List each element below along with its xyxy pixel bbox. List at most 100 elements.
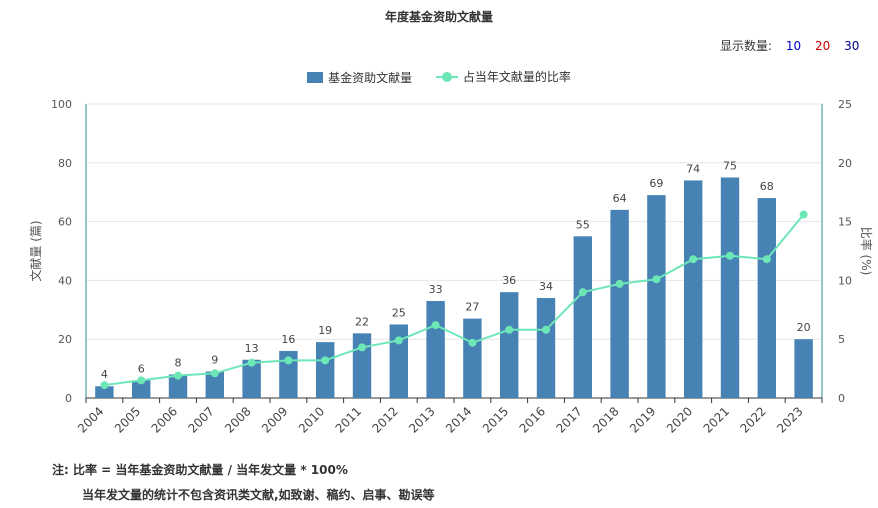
rate-point bbox=[137, 376, 146, 385]
y-left-tick-label: 40 bbox=[58, 274, 72, 287]
bar-data-label: 25 bbox=[392, 307, 406, 320]
rate-point bbox=[468, 338, 477, 347]
legend-bar-label: 基金资助文献量 bbox=[328, 70, 413, 85]
bar bbox=[352, 333, 372, 398]
display-count-selector: 显示数量: 10 20 30 bbox=[720, 37, 859, 54]
bar-data-label: 19 bbox=[318, 324, 332, 337]
bar-data-label: 27 bbox=[465, 301, 479, 314]
note-line1: 比率 = 当年基金资助文献量 / 当年发文量 * 100% bbox=[73, 463, 348, 477]
bar-data-label: 9 bbox=[211, 354, 218, 367]
bar bbox=[684, 180, 703, 398]
bar-data-label: 75 bbox=[723, 160, 737, 173]
x-tick-label: 2006 bbox=[149, 404, 180, 435]
note-line2: 当年发文量的统计不包含资讯类文献,如致谢、稿约、启事、勘误等 bbox=[82, 488, 435, 502]
rate-point bbox=[505, 325, 514, 334]
x-tick-label: 2018 bbox=[590, 404, 621, 435]
bar bbox=[205, 371, 224, 398]
bar bbox=[279, 350, 298, 398]
chart-note: 注: 比率 = 当年基金资助文献量 / 当年发文量 * 100% 当年发文量的统… bbox=[52, 458, 435, 508]
x-tick-label: 2008 bbox=[222, 404, 253, 435]
x-tick-label: 2007 bbox=[185, 404, 216, 435]
bar bbox=[720, 177, 740, 398]
x-tick-label: 2009 bbox=[259, 404, 290, 435]
y-left-tick-label: 0 bbox=[65, 392, 72, 405]
chart-title: 年度基金资助文献量 bbox=[384, 10, 493, 24]
bar bbox=[757, 198, 776, 398]
bar-data-label: 13 bbox=[245, 342, 259, 355]
x-tick-label: 2010 bbox=[296, 404, 327, 435]
y-right-tick-label: 10 bbox=[838, 274, 852, 287]
x-tick-label: 2013 bbox=[406, 404, 437, 435]
y-right-tick-label: 5 bbox=[838, 333, 845, 346]
y-left-tick-label: 60 bbox=[58, 216, 72, 229]
legend-item-bar[interactable]: 基金资助文献量 bbox=[307, 69, 412, 86]
bar-data-label: 8 bbox=[175, 356, 182, 369]
rate-point bbox=[652, 275, 661, 284]
x-tick-label: 2022 bbox=[737, 404, 768, 435]
bar-data-label: 33 bbox=[429, 283, 443, 296]
bar-data-label: 68 bbox=[760, 180, 774, 193]
bar bbox=[536, 298, 556, 398]
y-left-tick-label: 20 bbox=[58, 333, 72, 346]
bar-data-label: 22 bbox=[355, 315, 369, 328]
rate-point bbox=[247, 358, 256, 367]
bar bbox=[610, 209, 629, 398]
chart-canvas: 0 20 40 60 80 100 0 5 10 15 20 25 文献量 (篇) 比率 (%) 2004 4… bbox=[28, 98, 874, 436]
legend-item-line[interactable]: 占当年文献量的比率 bbox=[435, 68, 571, 85]
count-option-10[interactable]: 10 bbox=[785, 39, 802, 53]
legend-bar-swatch bbox=[307, 71, 324, 83]
x-tick-label: 2015 bbox=[480, 404, 511, 435]
bar bbox=[500, 292, 519, 398]
bar-data-label: 64 bbox=[613, 192, 627, 205]
rate-point bbox=[762, 255, 771, 264]
bar bbox=[573, 236, 592, 398]
x-tick-label: 2012 bbox=[369, 404, 400, 435]
x-tick-label: 2019 bbox=[627, 404, 658, 435]
rate-line bbox=[104, 213, 805, 387]
x-tick-label: 2016 bbox=[517, 404, 548, 435]
rate-point bbox=[431, 321, 440, 330]
y-right-tick-label: 0 bbox=[838, 392, 845, 405]
bar-data-label: 36 bbox=[502, 274, 516, 287]
bar bbox=[389, 324, 408, 398]
bar bbox=[242, 359, 261, 398]
count-option-20[interactable]: 20 bbox=[814, 39, 831, 53]
chart-legend: 基金资助文献量 占当年文献量的比率 bbox=[0, 68, 878, 86]
rate-point bbox=[284, 356, 293, 365]
rate-point bbox=[394, 336, 403, 345]
y-right-tick-label: 15 bbox=[838, 216, 852, 229]
y-right-tick-label: 20 bbox=[838, 157, 852, 170]
x-tick-label: 2023 bbox=[774, 404, 805, 435]
legend-line-swatch bbox=[435, 71, 458, 83]
bar bbox=[426, 300, 445, 398]
bar bbox=[463, 318, 482, 398]
x-tick-label: 2005 bbox=[112, 404, 143, 435]
x-tick-label: 2004 bbox=[75, 404, 106, 435]
rate-point bbox=[358, 343, 366, 352]
note-prefix: 注: bbox=[52, 463, 69, 477]
y-right-tick-label: 25 bbox=[838, 98, 852, 111]
rate-point bbox=[689, 255, 698, 264]
x-tick-label: 2014 bbox=[443, 404, 474, 435]
rate-point bbox=[578, 288, 587, 297]
bar-data-label: 74 bbox=[686, 162, 700, 175]
y-left-tick-label: 100 bbox=[51, 98, 72, 111]
rate-point bbox=[615, 279, 624, 288]
rate-point bbox=[210, 369, 219, 378]
x-tick-label: 2020 bbox=[664, 404, 695, 435]
bar bbox=[95, 386, 114, 398]
bar-data-label: 16 bbox=[281, 333, 295, 346]
x-tick-label: 2017 bbox=[553, 404, 584, 435]
count-option-30[interactable]: 30 bbox=[844, 39, 860, 53]
bar bbox=[316, 342, 335, 398]
rate-point bbox=[174, 371, 182, 380]
bar-data-label: 55 bbox=[576, 218, 590, 231]
rate-point bbox=[321, 356, 330, 365]
rate-point bbox=[726, 251, 734, 260]
bar-data-label: 4 bbox=[101, 368, 108, 381]
y-left-axis-title: 文献量 (篇) bbox=[28, 220, 43, 281]
x-tick-label: 2011 bbox=[333, 404, 364, 435]
bar bbox=[647, 195, 666, 398]
rate-point bbox=[799, 210, 808, 219]
y-right-axis-title: 比率 (%) bbox=[859, 227, 874, 276]
